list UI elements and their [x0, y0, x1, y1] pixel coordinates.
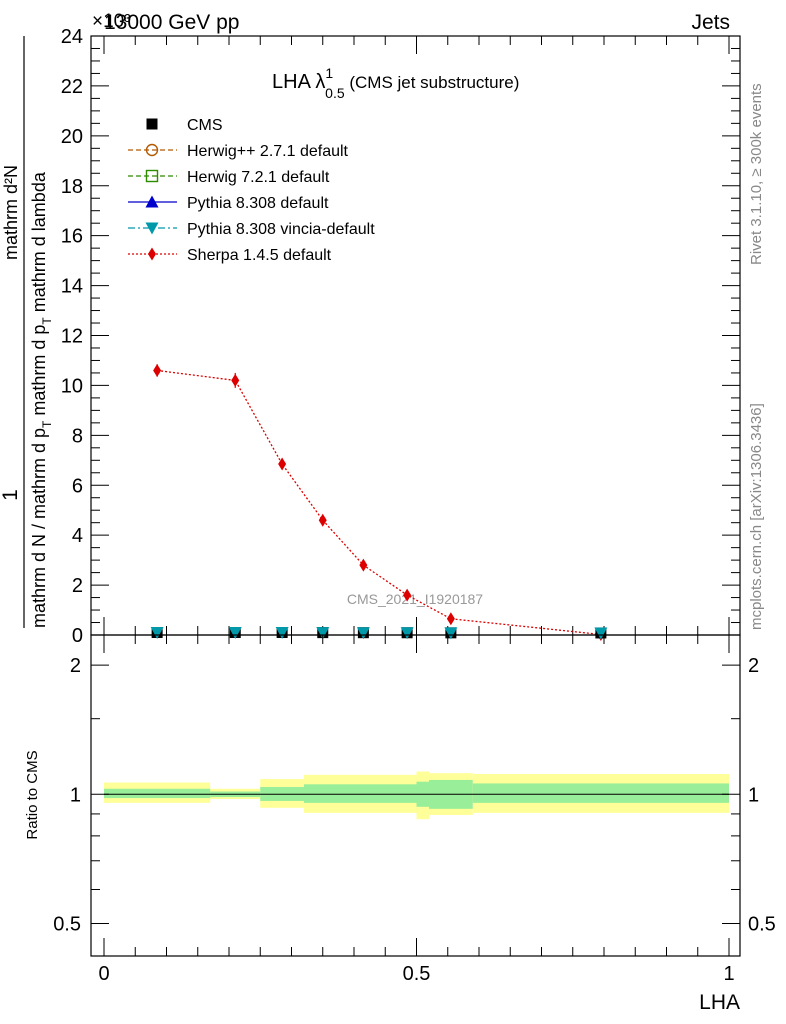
ratio-y-tick-label: 1: [70, 784, 81, 806]
header-right: Jets: [691, 11, 730, 34]
main-y-tick-label: 20: [61, 126, 83, 148]
x-tick-label: 0.5: [403, 963, 431, 985]
ratio-y-tick-label: 0.5: [53, 913, 81, 935]
cms-series: [150, 627, 608, 640]
vincia-point: [356, 627, 370, 640]
main-y-tick-label: 22: [61, 76, 83, 98]
plot-title: LHA λ1 0.5 (CMS jet substructure): [272, 65, 519, 101]
legend-marker: [145, 222, 159, 235]
main-y-tick-label: 2: [72, 575, 83, 597]
vincia-point: [275, 627, 289, 640]
vincia-point: [150, 627, 164, 640]
plot-title-sup: 1: [325, 65, 333, 81]
ratio-frame: [90, 634, 741, 957]
ylabel-part-1: mathrm d N / mathrm d p: [29, 428, 49, 628]
ratio-bands: [104, 771, 729, 820]
legend-label: CMS: [187, 117, 223, 134]
ratio-y-axis-title: Ratio to CMS: [24, 750, 41, 839]
ylabel-sub-2: T: [40, 317, 54, 325]
sherpa-point: [403, 588, 412, 602]
ratio-band-inner: [472, 783, 729, 803]
legend-label: Sherpa 1.4.5 default: [187, 247, 332, 264]
vincia-point: [316, 627, 330, 640]
ratio-y-tick-label-right: 1: [748, 784, 759, 806]
main-y-tick-label: 4: [72, 525, 83, 547]
legend-marker: [148, 247, 156, 261]
ratio-y-tick-label: 2: [70, 655, 81, 677]
main-y-tick-label: 12: [61, 326, 83, 348]
rivet-label: Rivet 3.1.10, ≥ 300k events: [748, 83, 765, 265]
ylabel-numerator: 1: [0, 489, 22, 501]
vincia-point: [594, 627, 608, 640]
main-y-tick-label: 14: [61, 276, 83, 298]
ratio-y-tick-label-right: 0.5: [748, 913, 776, 935]
main-y-tick-label: 8: [72, 425, 83, 447]
vincia-point: [444, 627, 458, 640]
main-y-tick-label: 10: [61, 375, 83, 397]
x-tick-label: 1: [723, 963, 734, 985]
ylabel-part-3: mathrm d lambda: [29, 171, 49, 317]
legend-marker: [145, 195, 159, 208]
main-y-tick-label: 16: [61, 226, 83, 248]
ratio-panel: 0.5 0.51 12 2 0 0.5 1 Ratio to CMS LHA: [24, 634, 776, 1014]
watermark: CMS_2021_I1920187: [347, 591, 483, 607]
legend-label: Herwig++ 2.7.1 default: [187, 143, 349, 160]
main-y-tick-label: 6: [72, 475, 83, 497]
sherpa-point: [153, 363, 162, 377]
ratio-y-ticks: 0.5 0.5 1 1 2 2: [53, 655, 776, 935]
sherpa-point: [359, 558, 368, 572]
vincia-point: [228, 627, 242, 640]
mc-series: [153, 363, 605, 642]
ratio-band-inner: [104, 788, 211, 799]
sherpa-point: [318, 513, 327, 527]
x-axis-title: LHA: [699, 991, 740, 1014]
vincia-point: [400, 627, 414, 640]
sherpa-point: [231, 373, 240, 387]
ylabel-sub-1: T: [40, 420, 54, 428]
plot-title-rest: (CMS jet substructure): [345, 73, 520, 92]
main-y-tick-label: 24: [61, 26, 83, 48]
legend-label: Pythia 8.308 default: [187, 195, 329, 212]
legend-label: Herwig 7.2.1 default: [187, 169, 330, 186]
x-tick-label: 0: [98, 963, 109, 985]
sherpa-point: [278, 457, 287, 471]
legend-marker: [146, 118, 158, 130]
legend-marker: [145, 143, 159, 157]
ylabel-denominator: mathrm d N / mathrm d pT mathrm d pT mat…: [29, 171, 54, 628]
main-y-axis-title: 1 mathrm d²N mathrm d N / mathrm d pT ma…: [0, 36, 54, 628]
ratio-x-ticks: 0 0.5 1: [98, 635, 735, 985]
ylabel-top-text: mathrm d²N: [1, 165, 21, 260]
y-exponent: ×10³: [92, 11, 131, 32]
ratio-y-tick-label-right: 2: [748, 655, 759, 677]
ratio-band-inner: [304, 784, 417, 803]
main-y-tick-label: 0: [72, 625, 83, 647]
plot-title-sub: 0.5: [325, 85, 345, 101]
header-left: 13000 GeV pp: [104, 11, 239, 34]
legend-label: Pythia 8.308 vincia-default: [187, 221, 375, 238]
legend: CMS Herwig++ 2.7.1 default Herwig 7.2.1 de…: [128, 117, 375, 264]
plot-title-main: LHA λ: [272, 71, 325, 93]
mcplots-label: mcplots.cern.ch [arXiv:1306.3436]: [748, 403, 765, 630]
ylabel-part-2: mathrm d p: [29, 325, 49, 421]
legend-marker: [145, 169, 159, 183]
sherpa-point: [446, 612, 455, 626]
main-y-tick-label: 18: [61, 176, 83, 198]
